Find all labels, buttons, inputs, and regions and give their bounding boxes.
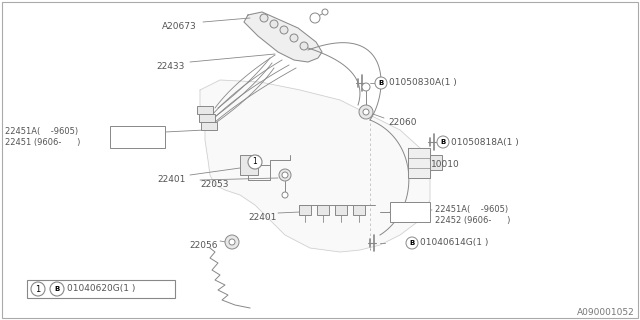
Text: 22451A(    -9605): 22451A( -9605) — [435, 205, 508, 214]
Circle shape — [282, 192, 288, 198]
Bar — [299, 205, 311, 215]
Circle shape — [229, 239, 235, 245]
Circle shape — [50, 282, 64, 296]
Circle shape — [225, 235, 239, 249]
Text: 1: 1 — [253, 157, 257, 166]
Text: 01040614G(1 ): 01040614G(1 ) — [420, 238, 488, 247]
Bar — [353, 205, 365, 215]
Text: 22053: 22053 — [200, 180, 228, 189]
Bar — [199, 114, 215, 122]
Text: 01040620G(1 ): 01040620G(1 ) — [67, 284, 136, 293]
Text: B: B — [54, 286, 60, 292]
Circle shape — [248, 155, 262, 169]
Circle shape — [362, 83, 370, 91]
Polygon shape — [200, 80, 430, 252]
Bar — [335, 205, 347, 215]
Text: A20673: A20673 — [163, 22, 197, 31]
Text: 22451A(    -9605): 22451A( -9605) — [5, 127, 78, 136]
Text: 22401: 22401 — [248, 213, 277, 222]
Bar — [240, 155, 258, 175]
Text: 10010: 10010 — [431, 160, 460, 169]
Circle shape — [322, 9, 328, 15]
Text: 1: 1 — [35, 284, 40, 293]
Bar — [197, 106, 213, 114]
Text: A090001052: A090001052 — [577, 308, 635, 317]
Text: 22433: 22433 — [157, 62, 185, 71]
Bar — [110, 126, 165, 148]
Circle shape — [31, 282, 45, 296]
Polygon shape — [244, 12, 322, 62]
Bar — [317, 205, 329, 215]
Text: 22056: 22056 — [189, 241, 218, 250]
Circle shape — [406, 237, 418, 249]
Circle shape — [310, 13, 320, 23]
Polygon shape — [408, 148, 430, 178]
Text: 22451 (9606-      ): 22451 (9606- ) — [5, 138, 81, 147]
Circle shape — [290, 34, 298, 42]
Text: B: B — [410, 240, 415, 246]
Bar — [430, 155, 442, 170]
Circle shape — [300, 42, 308, 50]
Circle shape — [375, 77, 387, 89]
Bar — [201, 122, 217, 130]
Text: B: B — [378, 80, 383, 86]
Circle shape — [363, 109, 369, 115]
Circle shape — [437, 136, 449, 148]
Text: 01050818A(1 ): 01050818A(1 ) — [451, 138, 519, 147]
Text: 22452 (9606-      ): 22452 (9606- ) — [435, 216, 510, 225]
Bar — [390, 202, 430, 222]
Text: 01050830A(1 ): 01050830A(1 ) — [389, 78, 457, 87]
Circle shape — [359, 105, 373, 119]
Circle shape — [280, 26, 288, 34]
Bar — [27, 280, 175, 298]
Text: 22401: 22401 — [157, 175, 186, 184]
Circle shape — [260, 14, 268, 22]
Text: B: B — [440, 139, 445, 145]
Text: 22060: 22060 — [388, 118, 417, 127]
Circle shape — [279, 169, 291, 181]
Circle shape — [282, 172, 288, 178]
Circle shape — [270, 20, 278, 28]
